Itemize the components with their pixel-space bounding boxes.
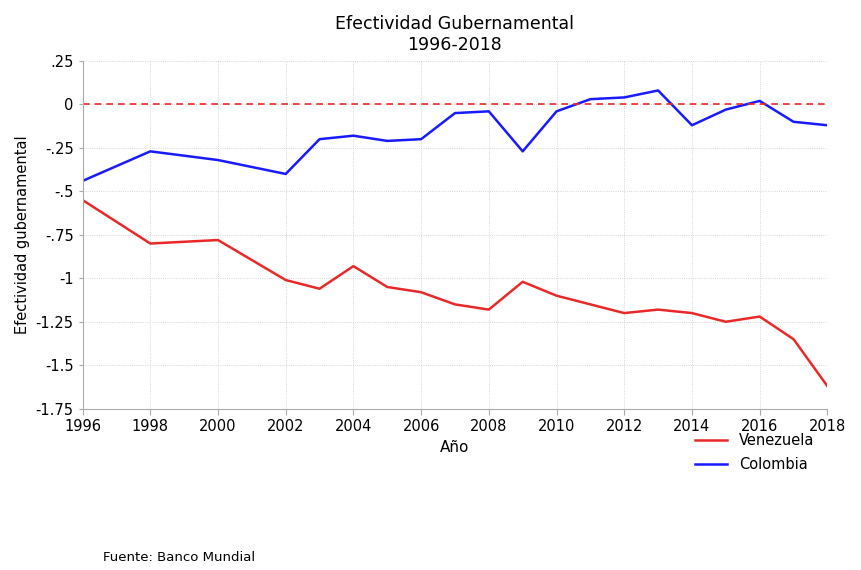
Venezuela <box>382 284 393 291</box>
Venezuela <box>416 289 426 296</box>
Colombia <box>517 148 528 155</box>
Line: Colombia: Colombia <box>83 91 827 181</box>
Venezuela <box>585 301 596 308</box>
Venezuela <box>77 197 88 203</box>
Title: Efectividad Gubernamental
1996-2018: Efectividad Gubernamental 1996-2018 <box>336 15 574 54</box>
Colombia <box>314 136 325 142</box>
Colombia <box>721 106 731 113</box>
Venezuela <box>619 310 629 316</box>
Colombia <box>754 97 765 104</box>
Venezuela <box>687 310 697 316</box>
Venezuela <box>449 301 460 308</box>
Colombia <box>213 157 223 164</box>
Colombia <box>585 96 596 103</box>
Venezuela <box>822 382 833 389</box>
Venezuela <box>213 237 223 243</box>
Line: Venezuela: Venezuela <box>83 200 827 386</box>
Colombia <box>77 177 88 184</box>
Venezuela <box>281 276 291 283</box>
Legend: Venezuela, Colombia: Venezuela, Colombia <box>690 428 820 478</box>
Colombia <box>416 136 426 142</box>
Venezuela <box>146 240 156 247</box>
Venezuela <box>721 319 731 325</box>
Colombia <box>449 109 460 116</box>
X-axis label: Año: Año <box>440 439 469 455</box>
Venezuela <box>653 306 663 313</box>
Colombia <box>348 132 358 139</box>
Colombia <box>146 148 156 155</box>
Colombia <box>653 87 663 94</box>
Venezuela <box>484 306 494 313</box>
Colombia <box>484 108 494 115</box>
Colombia <box>281 170 291 177</box>
Text: Fuente: Banco Mundial: Fuente: Banco Mundial <box>103 551 256 564</box>
Colombia <box>619 94 629 101</box>
Colombia <box>822 122 833 129</box>
Y-axis label: Efectividad gubernamental: Efectividad gubernamental <box>15 136 30 334</box>
Venezuela <box>754 313 765 320</box>
Colombia <box>789 119 799 125</box>
Colombia <box>687 122 697 129</box>
Venezuela <box>789 336 799 343</box>
Venezuela <box>348 263 358 270</box>
Venezuela <box>551 292 561 299</box>
Colombia <box>551 108 561 115</box>
Venezuela <box>314 286 325 292</box>
Venezuela <box>517 278 528 285</box>
Colombia <box>382 137 393 144</box>
